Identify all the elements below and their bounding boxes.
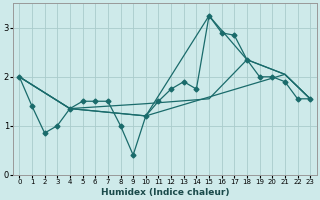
X-axis label: Humidex (Indice chaleur): Humidex (Indice chaleur) bbox=[100, 188, 229, 197]
